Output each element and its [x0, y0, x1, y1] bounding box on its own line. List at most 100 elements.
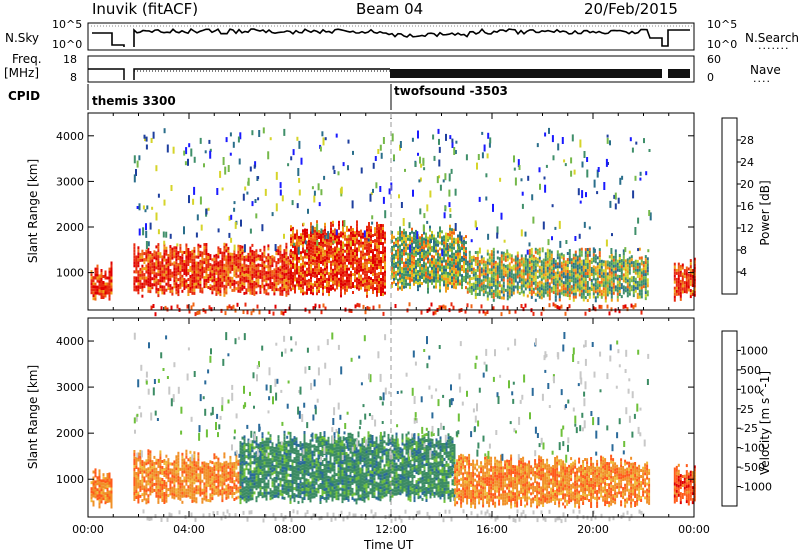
echo-cell — [157, 458, 160, 462]
echo-cell — [538, 256, 541, 260]
echo-cell — [550, 268, 553, 272]
echo-cell — [476, 286, 479, 290]
echo-cell — [161, 288, 164, 292]
echo-cell — [219, 281, 222, 285]
echo-cell — [580, 265, 583, 269]
echo-cell — [608, 264, 611, 268]
echo-cell — [457, 249, 459, 253]
echo-cell — [433, 273, 435, 277]
echo-cell — [421, 252, 423, 255]
echo-cell — [598, 275, 601, 279]
echo-cell — [213, 269, 216, 273]
echo-cell — [592, 295, 595, 299]
echo-cell — [135, 487, 138, 490]
echo-cell — [358, 248, 360, 252]
echo-cell — [534, 256, 537, 260]
echo-cell — [457, 244, 460, 249]
echo-cell — [417, 249, 419, 253]
echo-cell — [155, 263, 158, 267]
echo-cell — [233, 270, 236, 274]
echo-cell — [342, 262, 344, 266]
echo-cell — [137, 252, 140, 256]
echo-cell — [155, 251, 158, 255]
echo-cell — [149, 275, 152, 279]
echo-cell — [606, 293, 609, 297]
echo-cell — [382, 251, 384, 255]
echo-cell — [173, 466, 176, 470]
echo-cell — [568, 252, 571, 256]
echo-cell — [183, 488, 186, 492]
echo-cell — [546, 293, 549, 297]
echo-cell — [572, 292, 575, 296]
echo-cell — [332, 253, 334, 257]
echo-cell — [354, 234, 356, 238]
echo-cell — [191, 472, 194, 476]
echo-cell — [217, 252, 220, 256]
echo-cell — [141, 276, 144, 280]
echo-cell — [235, 281, 238, 285]
echo-cell — [521, 191, 524, 196]
echo-cell — [602, 275, 605, 279]
echo-cell — [411, 242, 413, 246]
echo-cell — [215, 280, 218, 284]
echo-cell — [96, 264, 99, 268]
echo-cell — [161, 493, 164, 496]
echo-cell — [482, 293, 485, 297]
echo-cell — [135, 496, 138, 499]
echo-cell — [594, 290, 597, 294]
echo-cell — [185, 455, 188, 459]
echo-cell — [167, 287, 170, 290]
echo-cell — [314, 229, 316, 233]
echo-cell — [358, 269, 360, 273]
echo-cell — [147, 461, 150, 465]
echo-cell — [546, 251, 549, 255]
echo-cell — [233, 288, 236, 292]
echo-cell — [322, 303, 325, 308]
echo-cell — [356, 265, 358, 269]
echo-cell — [183, 278, 186, 281]
echo-cell — [528, 276, 531, 280]
echo-cell — [360, 235, 362, 239]
echo-cell — [576, 267, 579, 271]
echo-cell — [199, 259, 202, 263]
echo-cell — [538, 280, 541, 284]
echo-cell — [302, 265, 304, 269]
echo-cell — [508, 253, 511, 257]
echo-cell — [492, 262, 495, 266]
echo-cell — [342, 226, 344, 230]
echo-cell — [157, 267, 160, 271]
echo-cell — [380, 227, 382, 230]
echo-cell — [679, 291, 682, 295]
echo-cell — [514, 267, 517, 271]
echo-cell — [348, 252, 350, 256]
echo-cell — [691, 272, 694, 275]
echo-cell — [401, 281, 403, 285]
echo-cell — [368, 249, 370, 252]
echo-cell — [285, 266, 288, 270]
echo-cell — [229, 276, 232, 280]
echo-cell — [685, 269, 688, 273]
echo-cell — [592, 256, 595, 260]
echo-cell — [494, 260, 497, 264]
echo-cell — [673, 274, 676, 278]
echo-cell — [488, 292, 491, 296]
echo-cell — [261, 267, 264, 271]
echo-cell — [616, 286, 619, 290]
echo-cell — [245, 267, 248, 271]
echo-cell — [304, 231, 306, 235]
echo-cell — [431, 269, 433, 273]
echo-cell — [617, 197, 620, 204]
echo-cell — [416, 231, 419, 240]
echo-cell — [580, 292, 583, 296]
echo-cell — [102, 497, 105, 501]
echo-cell — [163, 288, 166, 292]
echo-cell — [314, 238, 316, 242]
echo-cell — [281, 259, 284, 263]
echo-cell — [538, 274, 541, 278]
echo-cell — [225, 285, 228, 289]
echo-cell — [526, 273, 529, 277]
echo-cell — [496, 277, 499, 281]
echo-cell — [251, 264, 254, 268]
echo-cell — [362, 235, 364, 239]
echo-cell — [411, 278, 413, 282]
